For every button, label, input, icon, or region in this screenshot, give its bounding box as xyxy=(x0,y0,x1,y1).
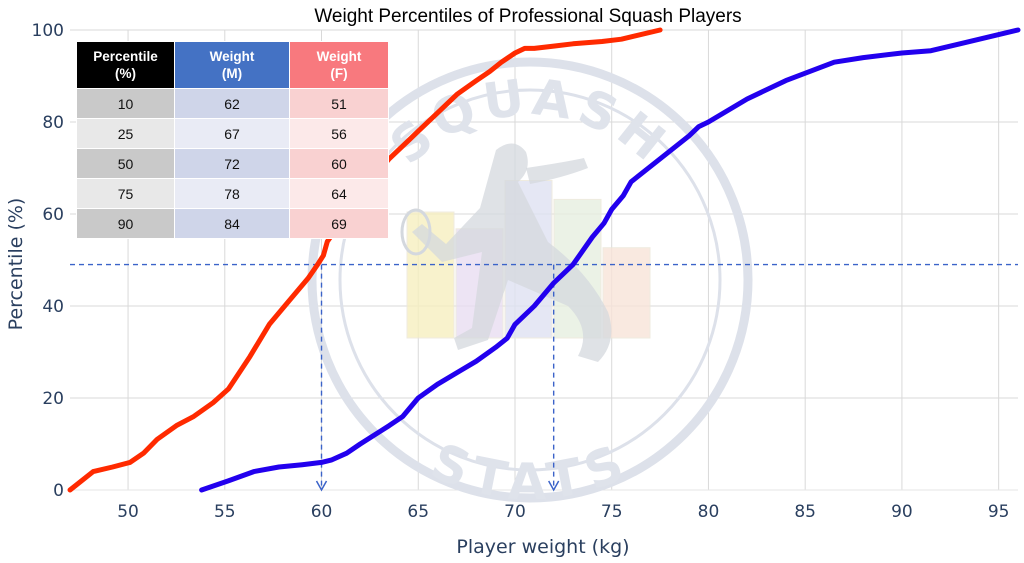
y-tick-label: 40 xyxy=(42,297,64,317)
table-row: 75 78 64 xyxy=(76,178,389,209)
table-cell: 75 xyxy=(76,178,175,209)
chart-title: Weight Percentiles of Professional Squas… xyxy=(314,6,741,27)
x-tick-label: 95 xyxy=(988,502,1010,522)
table-cell: 72 xyxy=(174,148,290,179)
table-cell: 67 xyxy=(174,118,290,149)
reference-lines xyxy=(70,263,1018,492)
x-tick-label: 85 xyxy=(794,502,816,522)
watermark-bar xyxy=(602,247,651,339)
x-tick-label: 60 xyxy=(311,502,333,522)
table-row: 10 62 51 xyxy=(76,88,389,119)
percentile-table: Percentile (%) Weight (M) Weight (F) 10 62 51 25… xyxy=(76,41,389,239)
table-cell: 84 xyxy=(174,208,290,239)
watermark-bottom-textpath: STATS xyxy=(423,432,631,511)
y-tick-label: 80 xyxy=(42,113,64,133)
tick-labels: 50 55 60 65 70 75 80 85 90 95 0 20 40 60 80 100 xyxy=(32,21,1010,522)
table-cell: 56 xyxy=(289,118,389,149)
table-header-cell: Weight (M) xyxy=(174,41,290,89)
watermark-inner-ring xyxy=(338,88,722,472)
x-tick-label: 90 xyxy=(891,502,913,522)
x-axis-title: Player weight (kg) xyxy=(456,536,629,558)
table-cell: 10 xyxy=(76,88,175,119)
watermark-bottom-text: STATS xyxy=(423,432,637,511)
x-tick-label: 55 xyxy=(214,502,236,522)
watermark-player-arm xyxy=(526,158,588,184)
table-header-row: Percentile (%) Weight (M) Weight (F) xyxy=(76,41,389,89)
table-cell: 50 xyxy=(76,148,175,179)
y-tick-label: 20 xyxy=(42,389,64,409)
table-cell: 51 xyxy=(289,88,389,119)
y-tick-label: 60 xyxy=(42,205,64,225)
table-row: 50 72 60 xyxy=(76,148,389,179)
x-tick-label: 70 xyxy=(504,502,526,522)
x-tick-label: 65 xyxy=(407,502,429,522)
y-axis-title: Percentile (%) xyxy=(5,198,27,331)
table-cell: 25 xyxy=(76,118,175,149)
table-cell: 60 xyxy=(289,148,389,179)
x-tick-label: 75 xyxy=(601,502,623,522)
table-body: 10 62 51 25 67 56 50 72 60 75 78 64 90 84 69 xyxy=(76,88,389,239)
watermark-racket xyxy=(400,208,432,256)
table-cell: 69 xyxy=(289,208,389,239)
reference-arrow-head xyxy=(548,480,560,492)
y-tick-label: 100 xyxy=(32,21,64,41)
y-tick-label: 0 xyxy=(53,481,64,501)
reference-arrow-head xyxy=(315,480,328,492)
x-tick-label: 50 xyxy=(117,502,139,522)
table-cell: 62 xyxy=(174,88,290,119)
table-row: 90 84 69 xyxy=(76,208,389,239)
watermark-outer-ring xyxy=(307,57,753,503)
table-header-cell: Weight (F) xyxy=(289,41,389,89)
x-tick-label: 80 xyxy=(698,502,720,522)
table-row: 25 67 56 xyxy=(76,118,389,149)
table-cell: 90 xyxy=(76,208,175,239)
series-line-male xyxy=(199,27,1021,493)
table-cell: 64 xyxy=(289,178,389,209)
table-header-cell: Percentile (%) xyxy=(76,41,175,89)
watermark-player-silhouette xyxy=(412,143,612,362)
table-cell: 78 xyxy=(174,178,290,209)
